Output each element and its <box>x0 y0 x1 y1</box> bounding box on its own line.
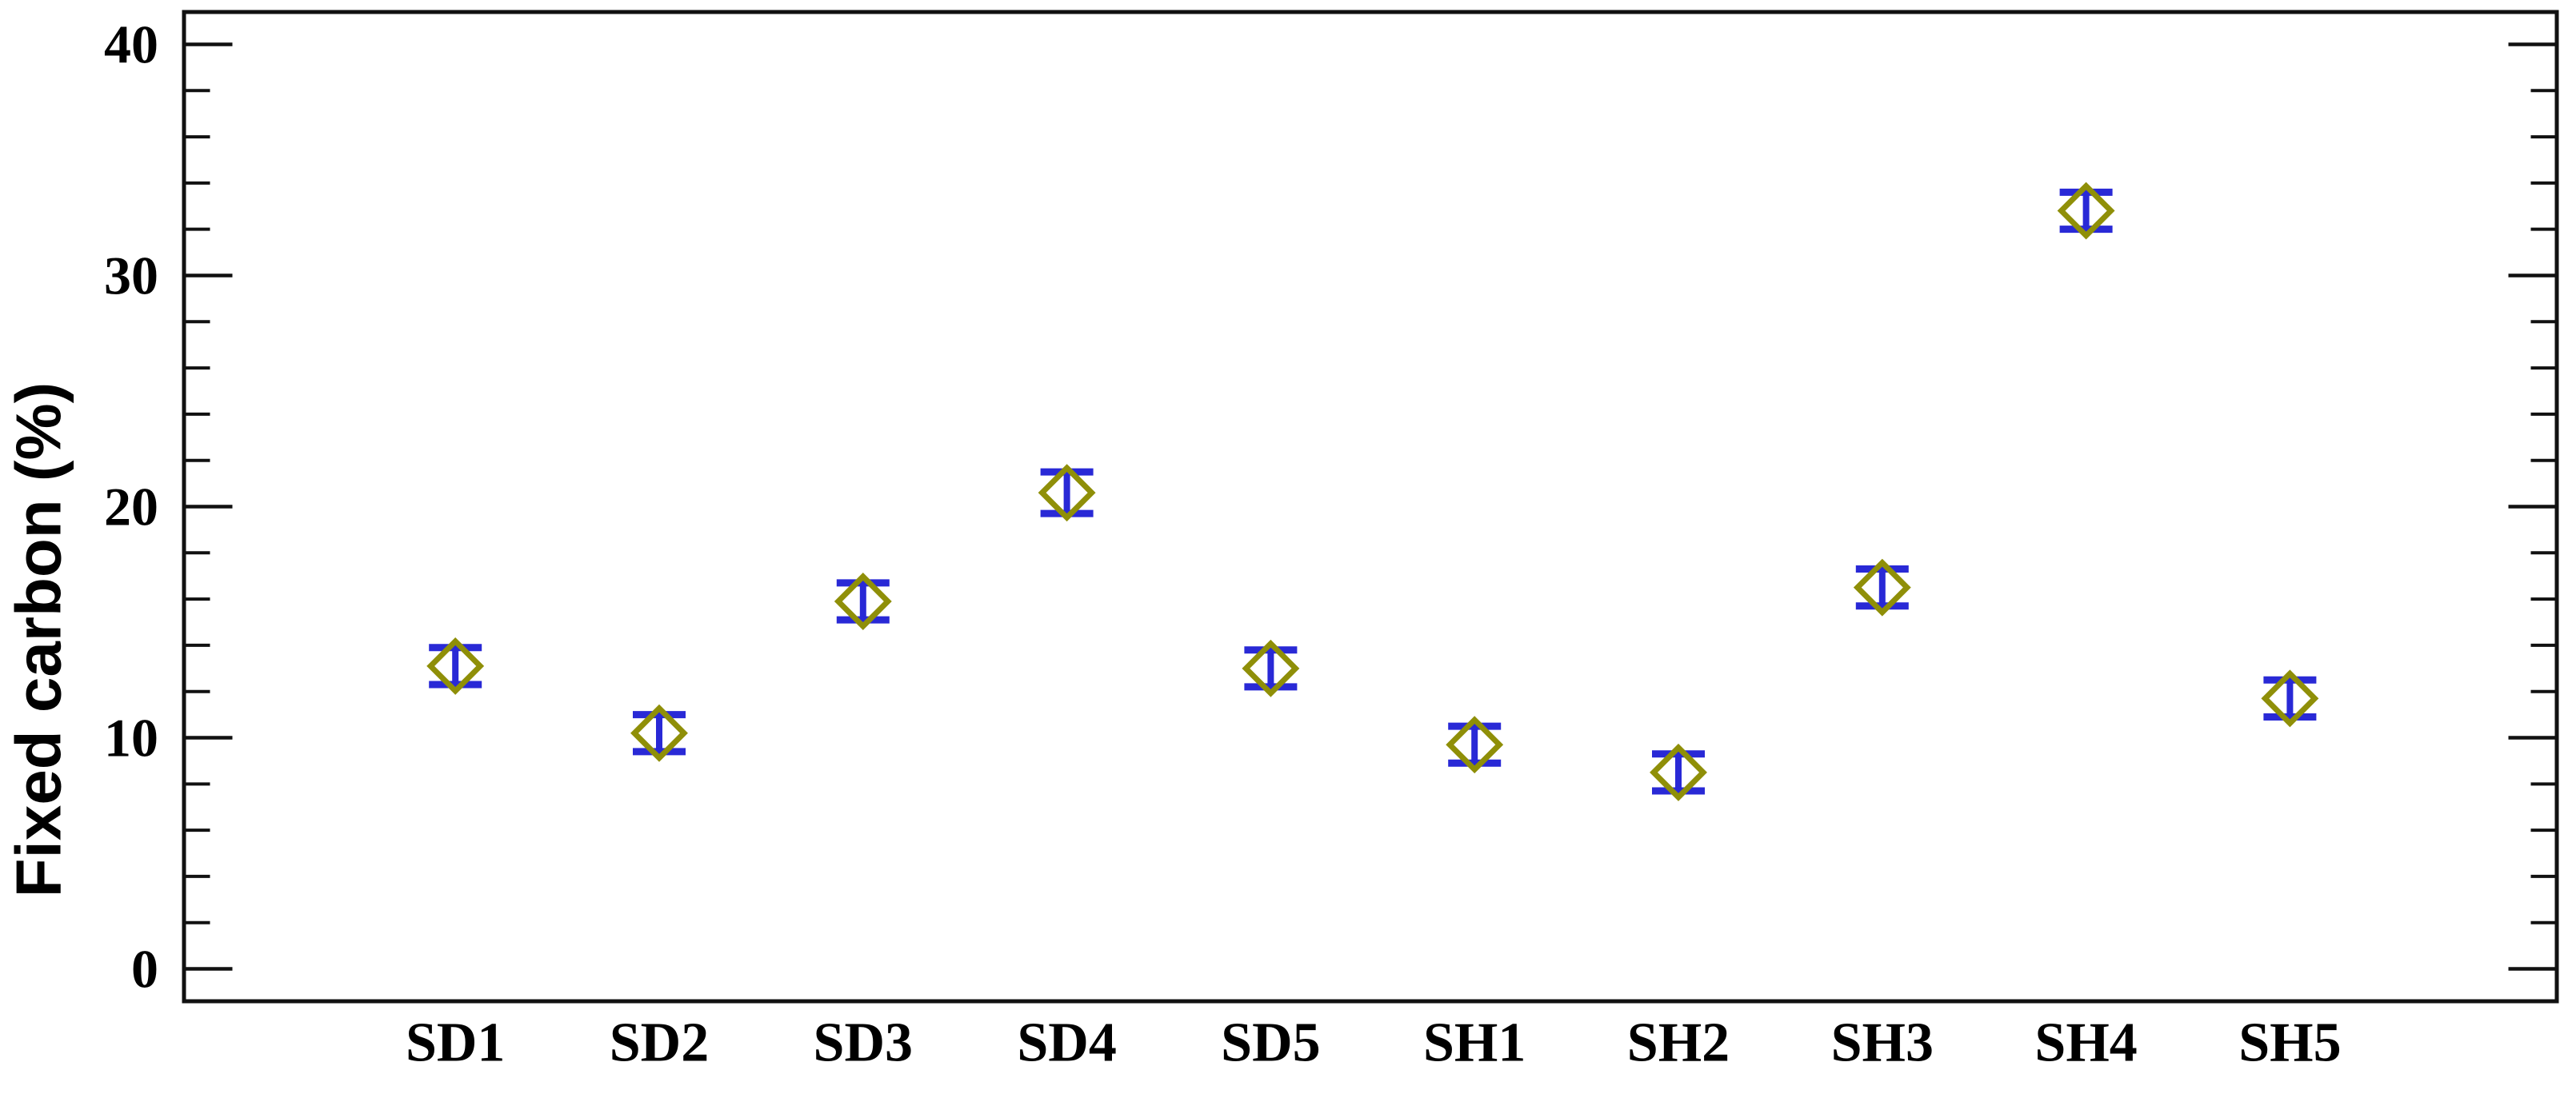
data-point-SH5 <box>2261 669 2319 728</box>
y-tick-label: 40 <box>104 14 158 74</box>
y-tick-label: 30 <box>104 245 158 305</box>
diamond-marker <box>2057 182 2115 240</box>
y-tick-label: 10 <box>104 708 158 769</box>
diamond-marker <box>1038 464 1096 522</box>
diamond-marker <box>2261 669 2319 728</box>
data-point-SD2 <box>630 704 688 762</box>
diamond-marker <box>630 704 688 762</box>
data-points <box>426 182 2319 801</box>
diamond-marker <box>834 573 892 630</box>
plot-frame <box>182 10 2559 1004</box>
data-point-SD5 <box>1242 639 1300 697</box>
x-category-label: SD1 <box>406 1012 505 1074</box>
diamond-marker <box>1853 558 1911 617</box>
data-point-SH1 <box>1446 716 1504 774</box>
diamond-marker <box>1446 716 1504 774</box>
data-point-SH2 <box>1650 743 1707 801</box>
x-category-label: SH2 <box>1627 1012 1730 1074</box>
diamond-marker <box>426 637 485 695</box>
x-category-label: SD4 <box>1017 1012 1116 1074</box>
y-minor-ticks <box>186 89 2555 924</box>
y-tick-label: 0 <box>131 939 158 1000</box>
diamond-marker <box>1242 639 1300 697</box>
y-tick-label: 20 <box>104 477 158 537</box>
x-category-label: SD3 <box>814 1012 913 1074</box>
x-category-label: SH4 <box>2034 1012 2137 1074</box>
y-major-ticks: 0 10 20 30 40 <box>104 14 2555 1000</box>
data-point-SD3 <box>834 573 892 630</box>
x-category-label: SD2 <box>610 1012 709 1074</box>
diamond-marker <box>1650 743 1707 801</box>
x-category-labels: SD1 SD2 SD3 SD4 SD5 SH1 SH2 SH3 SH4 SH5 <box>406 1012 2342 1074</box>
x-category-label: SH1 <box>1423 1012 1526 1074</box>
data-point-SH3 <box>1853 558 1911 617</box>
data-point-SD1 <box>426 637 485 695</box>
y-axis-title: Fixed carbon (%) <box>3 382 74 898</box>
x-category-label: SH5 <box>2238 1012 2341 1074</box>
data-point-SD4 <box>1038 464 1096 522</box>
x-category-label: SH3 <box>1831 1012 1934 1074</box>
x-category-label: SD5 <box>1221 1012 1320 1074</box>
data-point-SH4 <box>2057 182 2115 240</box>
